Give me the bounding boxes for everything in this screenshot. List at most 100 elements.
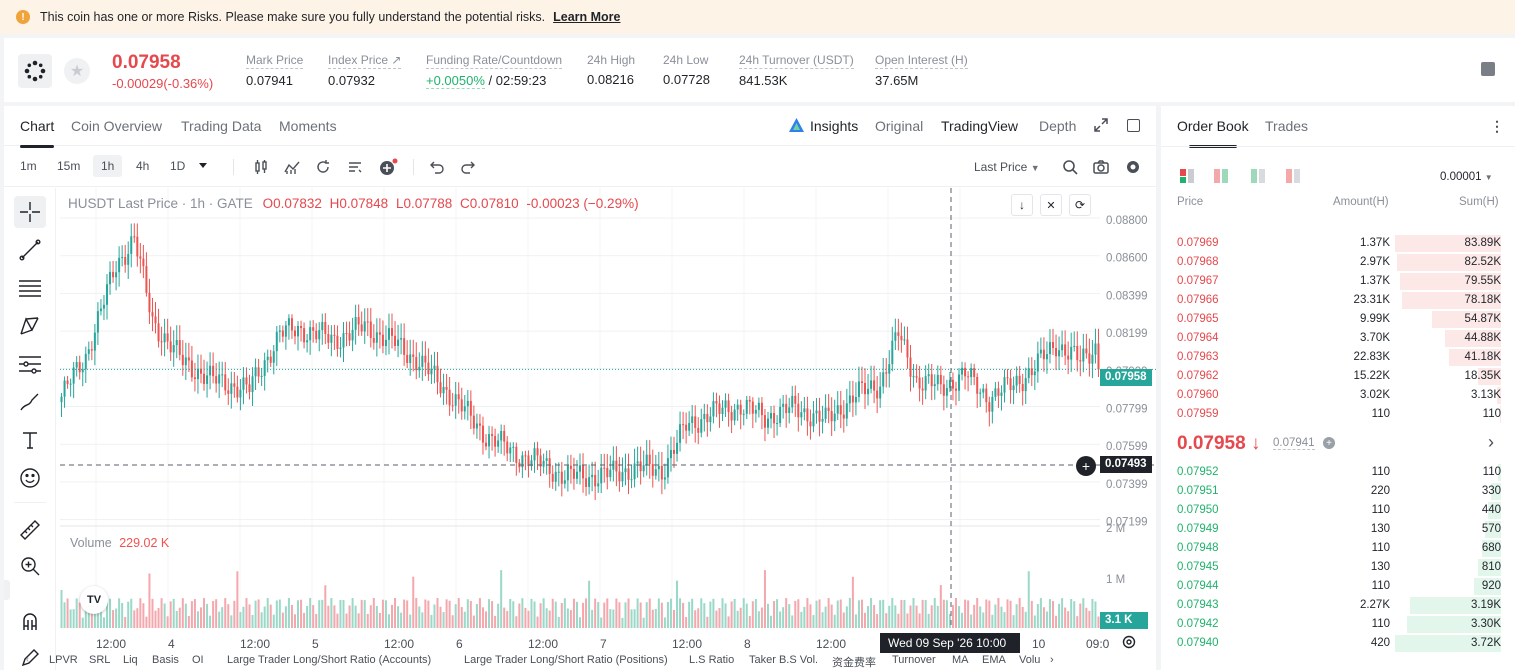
indicator-item[interactable]: Liq [123, 654, 138, 666]
bid-row[interactable]: 0.07952 110 110 [1161, 463, 1515, 482]
tab-trading-data[interactable]: Trading Data [181, 118, 262, 134]
indicator-item[interactable]: LPVR [49, 654, 78, 666]
ask-row[interactable]: 0.07960 3.02K 3.13K [1161, 386, 1515, 405]
stat-label[interactable]: Mark Price [246, 53, 304, 69]
ask-row[interactable]: 0.07963 22.83K 41.18K [1161, 348, 1515, 367]
brush-icon[interactable] [14, 386, 46, 418]
replay-icon[interactable] [315, 159, 331, 178]
indicator-item[interactable]: Volu [1019, 654, 1041, 666]
learn-more-link[interactable]: Learn More [553, 10, 621, 24]
candle-type-icon[interactable] [253, 159, 269, 178]
tab-order-book[interactable]: Order Book [1161, 118, 1265, 148]
timeframe-1h[interactable]: 1h [93, 155, 123, 177]
view-both-icon[interactable] [1179, 168, 1195, 187]
info-icon[interactable]: + [1323, 437, 1335, 449]
ask-row[interactable]: 0.07962 15.22K 18.35K [1161, 367, 1515, 386]
stat-label[interactable]: Index Price ↗ [328, 53, 402, 69]
chevron-down-icon[interactable] [199, 163, 207, 168]
bid-row[interactable]: 0.07949 130 570 [1161, 520, 1515, 539]
ask-row[interactable]: 0.07964 3.70K 44.88K [1161, 329, 1515, 348]
stat-label[interactable]: Funding Rate/Countdown [426, 53, 563, 69]
tab-coin-overview[interactable]: Coin Overview [71, 118, 163, 134]
indicator-item[interactable]: Taker B.S Vol. [749, 654, 819, 666]
bid-row[interactable]: 0.07943 2.27K 3.19K [1161, 596, 1515, 615]
ask-row[interactable]: 0.07966 23.31K 78.18K [1161, 291, 1515, 310]
tab-moments[interactable]: Moments [279, 118, 337, 134]
bid-row[interactable]: 0.07948 110 680 [1161, 539, 1515, 558]
precision-select[interactable]: 0.00001 ▼ [1440, 171, 1493, 183]
bid-row[interactable]: 0.07942 110 3.30K [1161, 615, 1515, 634]
tab-insights[interactable]: Insights [810, 118, 859, 134]
ask-row[interactable]: 0.07968 2.97K 82.52K [1161, 253, 1515, 272]
text-tool-icon[interactable] [14, 424, 46, 456]
undo-icon[interactable] [429, 159, 445, 178]
indicator-item[interactable]: OI [192, 654, 204, 666]
tab-original[interactable]: Original [875, 118, 924, 134]
collapse-arrows-icon[interactable]: ✕ [1040, 194, 1062, 216]
emoji-icon[interactable] [14, 462, 46, 494]
indicator-item[interactable]: Basis [152, 654, 179, 666]
trend-line-icon[interactable] [14, 234, 46, 266]
favorite-star-icon[interactable]: ★ [64, 58, 90, 84]
indicator-item[interactable]: EMA [982, 654, 1006, 666]
expand-icon[interactable] [1094, 118, 1108, 135]
collapse-handle[interactable] [4, 580, 10, 600]
ask-row[interactable]: 0.07959 110 110 [1161, 405, 1515, 424]
book-icon[interactable] [1481, 62, 1495, 76]
tab-trades[interactable]: Trades [1265, 118, 1309, 134]
templates-icon[interactable] [347, 159, 363, 178]
indicator-item[interactable]: Turnover [892, 654, 936, 666]
timeframe-4h[interactable]: 4h [136, 159, 150, 173]
view-bids-icon[interactable] [1250, 168, 1266, 187]
stat-label[interactable]: 24h Turnover (USDT) [739, 53, 854, 69]
indicators-icon[interactable] [284, 159, 300, 178]
bid-row[interactable]: 0.07951 220 330 [1161, 482, 1515, 501]
tradingview-logo-icon[interactable]: TV [80, 586, 108, 614]
settings-gear-icon[interactable] [1125, 159, 1141, 178]
indicator-item[interactable]: Large Trader Long/Short Ratio (Accounts) [227, 654, 432, 666]
bid-row[interactable]: 0.07945 130 810 [1161, 558, 1515, 577]
timeframe-15m[interactable]: 15m [57, 159, 81, 173]
arrow-down-icon[interactable]: ↓ [1011, 194, 1033, 216]
camera-icon[interactable] [1093, 159, 1109, 178]
settings-circle-icon[interactable] [1122, 635, 1136, 652]
view-asks-icon[interactable] [1285, 168, 1301, 187]
indicator-item[interactable]: Large Trader Long/Short Ratio (Positions… [464, 654, 668, 666]
bid-row[interactable]: 0.07940 420 3.72K [1161, 634, 1515, 653]
refresh-icon[interactable]: ⟳ [1069, 194, 1091, 216]
more-menu-icon[interactable]: ⋮ [1490, 118, 1504, 134]
ask-row[interactable]: 0.07969 1.37K 83.89K [1161, 234, 1515, 253]
measure-lines-icon[interactable] [14, 348, 46, 380]
chart-canvas[interactable]: 0.088000.086000.083990.081990.079990.077… [60, 188, 1156, 670]
ask-row[interactable]: 0.07965 9.99K 54.87K [1161, 310, 1515, 329]
stat-label[interactable]: Open Interest (H) [875, 53, 968, 69]
search-icon[interactable] [1062, 159, 1078, 178]
magnet-icon[interactable] [14, 606, 46, 638]
chevron-left-icon[interactable]: ‹ [26, 654, 29, 664]
crosshair-icon[interactable] [14, 196, 46, 228]
bid-row[interactable]: 0.07944 110 920 [1161, 577, 1515, 596]
indicator-item[interactable]: L.S Ratio [689, 654, 735, 666]
tab-chart[interactable]: Chart [10, 118, 64, 148]
redo-icon[interactable] [460, 159, 476, 178]
add-alert-icon[interactable]: + [1076, 456, 1096, 476]
zoom-in-icon[interactable] [14, 550, 46, 582]
horizontal-lines-icon[interactable] [14, 272, 46, 304]
view-split-icon[interactable] [1213, 168, 1229, 187]
ask-row[interactable]: 0.07967 1.37K 79.55K [1161, 272, 1515, 291]
timeframe-1m[interactable]: 1m [20, 159, 37, 173]
add-indicator-icon[interactable] [379, 158, 399, 179]
price-type-select[interactable]: Last Price ▼ [974, 160, 1040, 174]
timeframe-1d[interactable]: 1D [170, 159, 186, 173]
indicator-item[interactable]: MA [952, 654, 969, 666]
pattern-icon[interactable] [14, 310, 46, 342]
pencil-lock-icon[interactable] [14, 642, 46, 670]
window-icon[interactable] [1127, 119, 1140, 132]
tab-tradingview[interactable]: TradingView [941, 118, 1019, 134]
candlestick-chart[interactable]: 0.088000.086000.083990.081990.079990.077… [60, 188, 1156, 670]
indicator-item[interactable]: 资金费率 [832, 657, 876, 669]
ruler-icon[interactable] [14, 514, 46, 546]
tab-depth[interactable]: Depth [1039, 118, 1077, 134]
bid-row[interactable]: 0.07950 110 440 [1161, 501, 1515, 520]
indicator-item[interactable]: SRL [89, 654, 111, 666]
